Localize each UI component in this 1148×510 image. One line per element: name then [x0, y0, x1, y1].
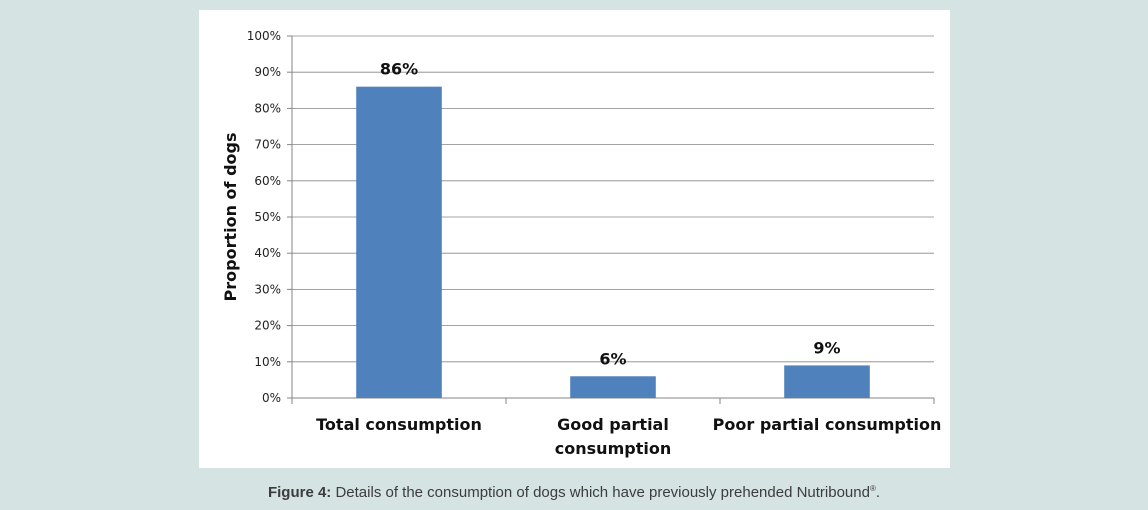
- y-tick-label: 10%: [254, 355, 281, 369]
- y-axis-title: Proportion of dogs: [221, 133, 240, 302]
- data-label: 6%: [599, 349, 626, 368]
- data-label: 9%: [813, 338, 840, 357]
- bar: [356, 86, 442, 399]
- bar: [570, 376, 656, 398]
- chart-panel: 0% 10% 20% 30% 40% 50% 60% 70% 80% 90% 100% 86% Tota…: [199, 10, 950, 468]
- y-tick-label: 100%: [247, 29, 281, 43]
- y-tick-label: 50%: [254, 210, 281, 224]
- y-tick-label: 60%: [254, 174, 281, 188]
- x-category-label: Total consumption: [316, 415, 482, 434]
- x-category-label: Poor partial consumption: [713, 415, 942, 434]
- registered-mark: ®: [869, 484, 876, 493]
- y-tick-label: 0%: [262, 391, 281, 405]
- bar: [784, 365, 870, 398]
- x-category-label: Good partial: [557, 415, 669, 434]
- y-tick-label: 90%: [254, 65, 281, 79]
- x-category-label: consumption: [555, 439, 671, 458]
- y-tick-label: 30%: [254, 282, 281, 296]
- y-tick-label: 40%: [254, 246, 281, 260]
- y-tick-label: 70%: [254, 138, 281, 152]
- caption-end: .: [875, 484, 881, 501]
- y-tick-label: 20%: [254, 319, 281, 333]
- caption-label: Figure 4:: [267, 484, 332, 501]
- y-tick-label: 80%: [254, 101, 281, 115]
- bar-chart: 0% 10% 20% 30% 40% 50% 60% 70% 80% 90% 100% 86% Tota…: [221, 29, 942, 458]
- data-label: 86%: [380, 60, 418, 79]
- caption-text: Details of the consumption of dogs which…: [331, 484, 870, 501]
- figure-caption: Figure 4: Details of the consumption of …: [0, 484, 1148, 501]
